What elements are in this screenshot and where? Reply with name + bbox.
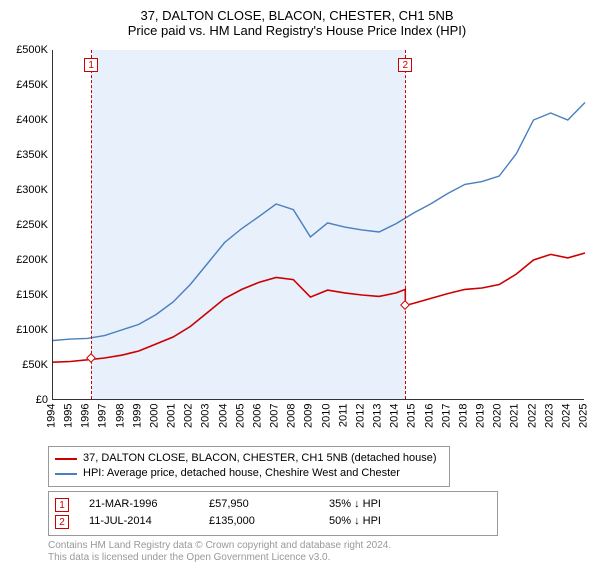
x-axis-label: 2015	[407, 404, 418, 434]
events-table: 1 21-MAR-1996 £57,950 35% ↓ HPI 2 11-JUL-2014…	[48, 491, 498, 536]
y-axis-label: £250K	[8, 219, 48, 231]
x-axis-label: 1995	[64, 404, 75, 434]
x-axis-label: 2018	[458, 404, 469, 434]
x-axis-label: 2013	[373, 404, 384, 434]
event-badge: 2	[55, 515, 69, 529]
x-axis-label: 2016	[424, 404, 435, 434]
legend-swatch	[55, 458, 77, 460]
plot-region: 12	[52, 50, 584, 400]
x-axis-label: 1994	[47, 404, 58, 434]
event-row: 2 11-JUL-2014 £135,000 50% ↓ HPI	[55, 513, 491, 531]
y-axis-label: £300K	[8, 184, 48, 196]
y-axis-label: £500K	[8, 44, 48, 56]
event-pct: 50% ↓ HPI	[329, 513, 429, 531]
x-axis-label: 1999	[132, 404, 143, 434]
x-axis-label: 2012	[355, 404, 366, 434]
x-axis-label: 2014	[390, 404, 401, 434]
chart-subtitle: Price paid vs. HM Land Registry's House …	[4, 23, 590, 38]
legend: 37, DALTON CLOSE, BLACON, CHESTER, CH1 5…	[48, 446, 450, 487]
event-date: 21-MAR-1996	[89, 496, 189, 514]
legend-swatch	[55, 473, 77, 475]
x-axis-label: 2006	[252, 404, 263, 434]
x-axis-label: 2007	[270, 404, 281, 434]
y-axis-label: £350K	[8, 149, 48, 161]
event-pct: 35% ↓ HPI	[329, 496, 429, 514]
x-axis-label: 2010	[321, 404, 332, 434]
y-axis-label: £50K	[8, 359, 48, 371]
x-axis-label: 2002	[184, 404, 195, 434]
y-axis-label: £0	[8, 394, 48, 406]
event-price: £57,950	[209, 496, 309, 514]
legend-row: HPI: Average price, detached house, Ches…	[55, 466, 443, 481]
event-badge: 1	[55, 498, 69, 512]
line-series-svg	[53, 50, 584, 399]
legend-label: HPI: Average price, detached house, Ches…	[83, 466, 400, 481]
event-badge: 1	[84, 58, 98, 72]
x-axis-label: 2011	[338, 404, 349, 434]
series-property	[53, 253, 585, 362]
event-date: 11-JUL-2014	[89, 513, 189, 531]
x-axis-label: 2017	[441, 404, 452, 434]
y-axis-label: £400K	[8, 114, 48, 126]
footer-line: Contains HM Land Registry data © Crown c…	[48, 540, 590, 553]
legend-row: 37, DALTON CLOSE, BLACON, CHESTER, CH1 5…	[55, 451, 443, 466]
x-axis-label: 2023	[544, 404, 555, 434]
x-axis-label: 1998	[115, 404, 126, 434]
x-axis-label: 2019	[476, 404, 487, 434]
y-axis-label: £100K	[8, 324, 48, 336]
x-axis-label: 1997	[98, 404, 109, 434]
x-axis-label: 2000	[149, 404, 160, 434]
footer-line: This data is licensed under the Open Gov…	[48, 552, 590, 565]
x-axis-label: 1996	[81, 404, 92, 434]
legend-label: 37, DALTON CLOSE, BLACON, CHESTER, CH1 5…	[83, 451, 437, 466]
event-price: £135,000	[209, 513, 309, 531]
chart-title: 37, DALTON CLOSE, BLACON, CHESTER, CH1 5…	[4, 8, 590, 23]
y-axis-label: £450K	[8, 79, 48, 91]
x-axis-label: 2024	[561, 404, 572, 434]
x-axis-label: 2001	[167, 404, 178, 434]
x-axis-label: 2025	[579, 404, 590, 434]
event-line	[91, 50, 92, 399]
event-row: 1 21-MAR-1996 £57,950 35% ↓ HPI	[55, 496, 491, 514]
x-axis-label: 2005	[235, 404, 246, 434]
x-axis-label: 2003	[201, 404, 212, 434]
x-axis-label: 2021	[510, 404, 521, 434]
x-axis-label: 2020	[493, 404, 504, 434]
x-axis-label: 2022	[527, 404, 538, 434]
x-axis-label: 2008	[287, 404, 298, 434]
y-axis-label: £200K	[8, 254, 48, 266]
y-axis-label: £150K	[8, 289, 48, 301]
x-axis-label: 2004	[218, 404, 229, 434]
event-badge: 2	[398, 58, 412, 72]
event-line	[405, 50, 406, 399]
x-axis-label: 2009	[304, 404, 315, 434]
series-hpi	[53, 103, 585, 341]
footer-attribution: Contains HM Land Registry data © Crown c…	[48, 540, 590, 565]
chart-area: 12 £0£50K£100K£150K£200K£250K£300K£350K£…	[8, 44, 590, 440]
